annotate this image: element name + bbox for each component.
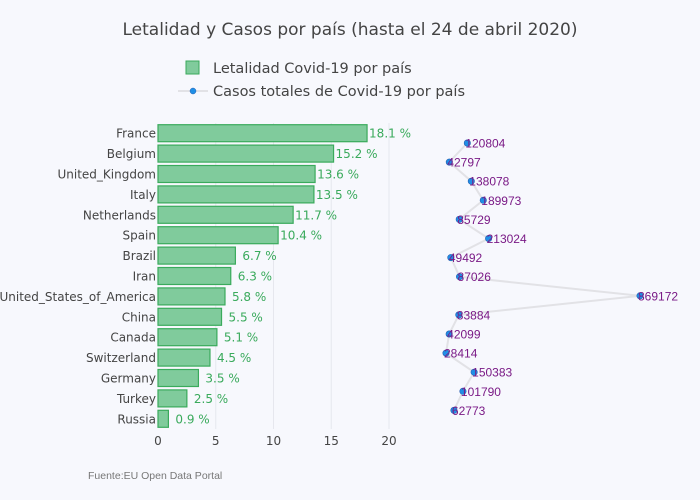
y-tick-label: China [122, 310, 156, 324]
bar[interactable] [157, 266, 232, 286]
bar[interactable] [157, 246, 236, 265]
y-tick-label: France [116, 127, 156, 141]
cases-marker[interactable] [445, 330, 453, 338]
x-tick-label: 0 [154, 434, 162, 448]
cases-value-label: 28414 [444, 347, 478, 361]
bar-value-label: 15.2 % [336, 147, 378, 161]
y-tick-label: Switzerland [86, 351, 156, 365]
cases-value-label: 120804 [465, 137, 505, 151]
cases-marker[interactable] [485, 235, 493, 243]
x-tick-label: 5 [212, 434, 220, 448]
bar[interactable] [157, 348, 211, 367]
cases-marker[interactable] [445, 158, 453, 166]
y-tick-label: Italy [130, 188, 156, 202]
bar-value-label: 13.6 % [317, 168, 359, 182]
x-axis-tick-labels: 0 5 10 15 20 [154, 434, 396, 448]
legend-swatch-bar [185, 60, 200, 75]
cases-value-label: 150383 [472, 366, 512, 380]
bar-value-label: 4.5 % [217, 351, 251, 365]
legend-label-bar: Letalidad Covid-19 por país [213, 61, 412, 77]
legend[interactable]: Letalidad Covid-19 por país Casos totale… [178, 60, 465, 100]
bar-value-label: 2.5 % [194, 392, 228, 406]
legend-item-bar[interactable]: Letalidad Covid-19 por país [185, 60, 412, 77]
cases-marker[interactable] [467, 177, 475, 185]
y-tick-label: Russia [117, 412, 156, 426]
bar[interactable] [157, 144, 335, 163]
bar-value-label: 11.7 % [295, 208, 337, 222]
bar-value-label: 3.5 % [205, 372, 239, 386]
legend-label-line: Casos totales de Covid-19 por país [213, 84, 465, 100]
cases-marker[interactable] [463, 139, 471, 147]
bar[interactable] [157, 226, 279, 245]
legend-item-line[interactable]: Casos totales de Covid-19 por país [178, 84, 465, 100]
y-axis-tick-labels: France Belgium United_Kingdom Italy Netherla… [0, 127, 156, 427]
cases-value-label: 189973 [481, 194, 521, 208]
cases-value-label: 85729 [457, 213, 491, 227]
cases-marker[interactable] [479, 196, 487, 204]
y-tick-label: Iran [133, 270, 156, 284]
bar-value-label: 5.5 % [229, 310, 263, 324]
x-tick-label: 10 [266, 434, 281, 448]
legend-swatch-marker [189, 87, 197, 95]
cases-value-label: 213024 [487, 232, 527, 246]
cases-value-label: 42797 [447, 156, 481, 170]
cases-marker[interactable] [456, 273, 464, 281]
cases-marker[interactable] [636, 292, 644, 300]
bar-value-label: 6.3 % [238, 270, 272, 284]
bar-value-label: 5.1 % [224, 331, 258, 345]
cases-marker[interactable] [459, 387, 467, 395]
y-tick-label: United_States_of_America [0, 290, 156, 304]
cases-value-label: 101790 [461, 385, 501, 399]
x-tick-label: 20 [381, 434, 396, 448]
bar[interactable] [157, 164, 316, 184]
bar[interactable] [157, 205, 294, 224]
y-tick-label: Spain [122, 229, 156, 243]
bar-series: 18.1 % 15.2 % 13.6 % 13.5 % 11.7 % 10.4 % 6.7 … [157, 124, 411, 428]
cases-marker[interactable] [455, 215, 463, 223]
cases-value-label: 49492 [449, 251, 483, 265]
y-tick-label: Turkey [116, 392, 156, 406]
cases-marker[interactable] [455, 311, 463, 319]
cases-value-label: 42099 [447, 328, 481, 342]
cases-marker[interactable] [450, 406, 458, 414]
y-tick-label: Brazil [123, 249, 157, 263]
y-tick-label: Germany [101, 372, 156, 386]
bar-value-label: 13.5 % [316, 188, 358, 202]
x-tick-label: 15 [324, 434, 339, 448]
cases-value-label: 87026 [458, 270, 492, 284]
bar[interactable] [157, 185, 315, 204]
bar[interactable] [157, 409, 169, 428]
bar-value-label: 6.7 % [242, 249, 276, 263]
y-tick-label: United_Kingdom [57, 168, 156, 182]
bar-value-label: 10.4 % [280, 229, 322, 243]
y-tick-label: Netherlands [83, 208, 156, 222]
chart-title: Letalidad y Casos por país (hasta el 24 … [123, 20, 578, 40]
bar-value-label: 18.1 % [369, 127, 411, 141]
cases-value-label: 138078 [469, 175, 509, 189]
source-note: Fuente:EU Open Data Portal [88, 470, 222, 482]
cases-marker[interactable] [447, 254, 455, 262]
cases-marker[interactable] [470, 368, 478, 376]
cases-marker[interactable] [442, 349, 450, 357]
cases-value-label: 62773 [452, 404, 486, 418]
bar[interactable] [157, 124, 368, 143]
line-series: 120804 42797 138078 189973 85729 213024 49492 8… [442, 137, 678, 418]
bar[interactable] [157, 368, 200, 388]
cases-value-label: 83884 [457, 308, 491, 322]
y-tick-label: Canada [110, 331, 156, 345]
bar[interactable] [157, 287, 226, 306]
cases-value-label: 869172 [638, 289, 678, 303]
bar[interactable] [157, 328, 218, 347]
bar-value-label: 5.8 % [232, 290, 266, 304]
bar[interactable] [157, 389, 188, 408]
bar-value-label: 0.9 % [175, 412, 209, 426]
y-tick-label: Belgium [107, 147, 156, 161]
bar[interactable] [157, 307, 223, 326]
